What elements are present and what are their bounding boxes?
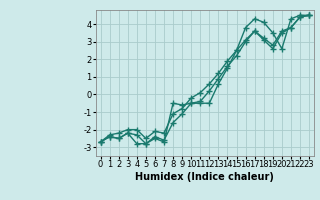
X-axis label: Humidex (Indice chaleur): Humidex (Indice chaleur) — [135, 172, 274, 182]
